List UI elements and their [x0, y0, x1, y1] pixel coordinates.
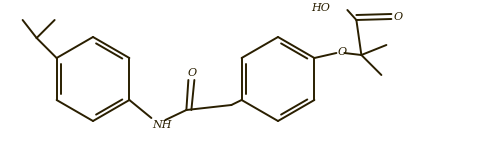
- Text: O: O: [188, 68, 197, 78]
- Text: HO: HO: [312, 3, 330, 13]
- Text: O: O: [393, 12, 402, 22]
- Text: O: O: [337, 47, 347, 57]
- Text: NH: NH: [153, 120, 172, 130]
